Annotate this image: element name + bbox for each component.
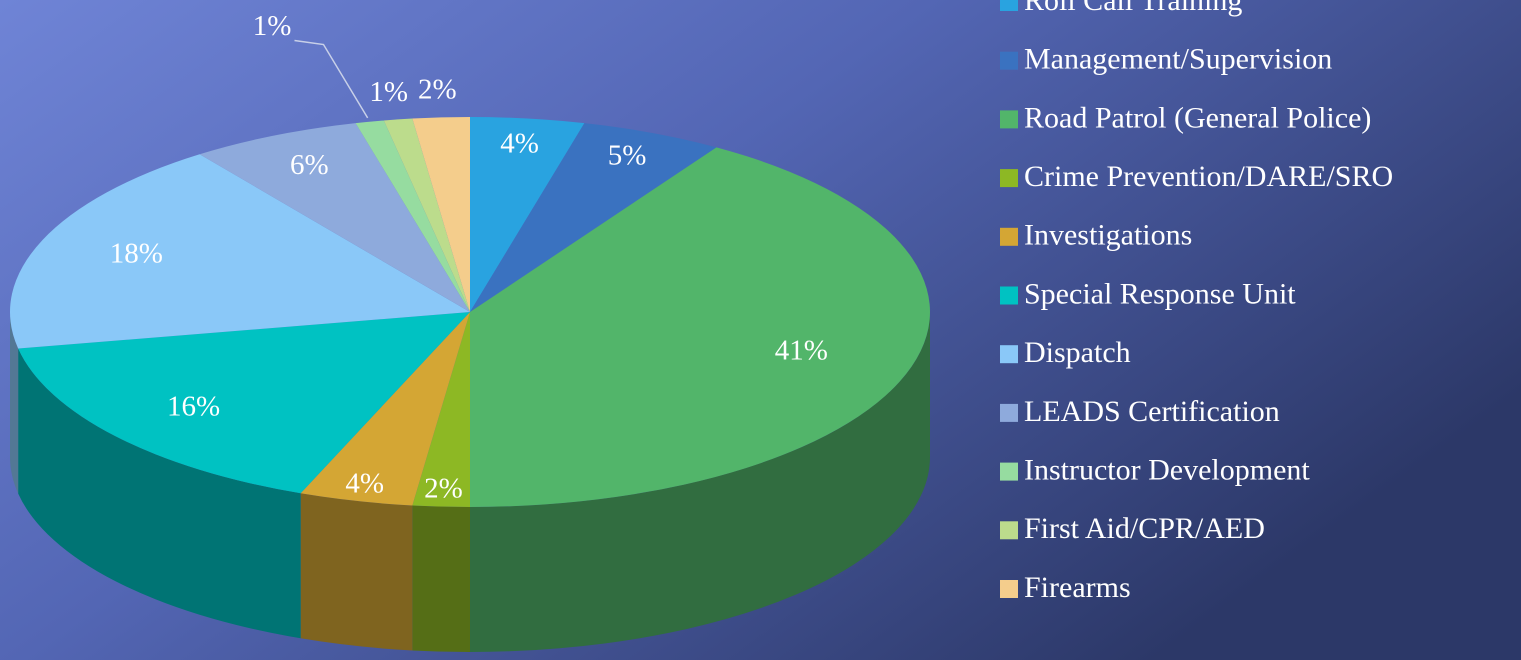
legend-text: Road Patrol (General Police) — [1024, 101, 1371, 134]
legend-text: Investigations — [1024, 219, 1192, 252]
leader-line — [294, 39, 369, 119]
slice — [470, 147, 931, 507]
legend-text: LEADS Certification — [1024, 395, 1280, 428]
slice-label: 18% — [110, 238, 163, 270]
slice — [355, 120, 470, 313]
slice — [18, 312, 471, 494]
legend-text: Firearms — [1024, 571, 1131, 604]
legend-swatch — [1000, 110, 1018, 129]
slice — [470, 123, 717, 312]
slice-label: 4% — [500, 127, 539, 159]
slice-side — [300, 493, 413, 651]
legend-swatch — [1000, 169, 1018, 188]
legend-swatch — [1000, 521, 1018, 540]
legend-text: Crime Prevention/DARE/SRO — [1024, 160, 1393, 193]
slice — [383, 118, 470, 313]
slice-side — [18, 348, 301, 639]
legend-swatch — [1000, 51, 1018, 70]
legend-text: Instructor Development — [1024, 453, 1310, 486]
slice-side — [412, 505, 470, 652]
legend-swatch — [1000, 403, 1018, 422]
legend-text: First Aid/CPR/AED — [1024, 512, 1265, 545]
slice — [412, 117, 470, 312]
slice-label: 2% — [424, 473, 463, 505]
slice-label: 6% — [290, 149, 329, 181]
slice-side — [470, 312, 930, 652]
legend-swatch — [1000, 286, 1018, 305]
slice-label: 16% — [167, 391, 220, 423]
legend-text: Dispatch — [1024, 336, 1131, 369]
legend-text: Special Response Unit — [1024, 277, 1296, 310]
legend-text: Management/Supervision — [1024, 43, 1332, 76]
legend-swatch — [1000, 227, 1018, 246]
slice-label: 41% — [775, 334, 828, 366]
slice — [412, 312, 470, 507]
slice-side — [10, 312, 19, 494]
legend-swatch — [1000, 345, 1018, 364]
slice-label: 5% — [608, 140, 647, 172]
slice — [199, 123, 471, 312]
legend: Roll Call Training Management/Supervision… — [1000, 0, 1393, 604]
slice-label: 2% — [418, 74, 457, 106]
pie-walls — [10, 312, 930, 652]
pie-labels: 4% 5% 41% 2% 4% 16% 18% 6% 1% 1% 2% — [110, 10, 828, 505]
slice — [9, 154, 470, 349]
pie-tops — [9, 117, 931, 507]
slice-label: 1% — [253, 10, 292, 42]
slice — [300, 312, 470, 506]
slice — [470, 117, 585, 312]
legend-text: Roll Call Training — [1024, 0, 1242, 17]
legend-swatch — [1000, 462, 1018, 481]
slice-label: 4% — [345, 467, 384, 499]
slice-label: 1% — [369, 76, 408, 108]
legend-swatch — [1000, 580, 1018, 598]
legend-swatch — [1000, 0, 1018, 11]
